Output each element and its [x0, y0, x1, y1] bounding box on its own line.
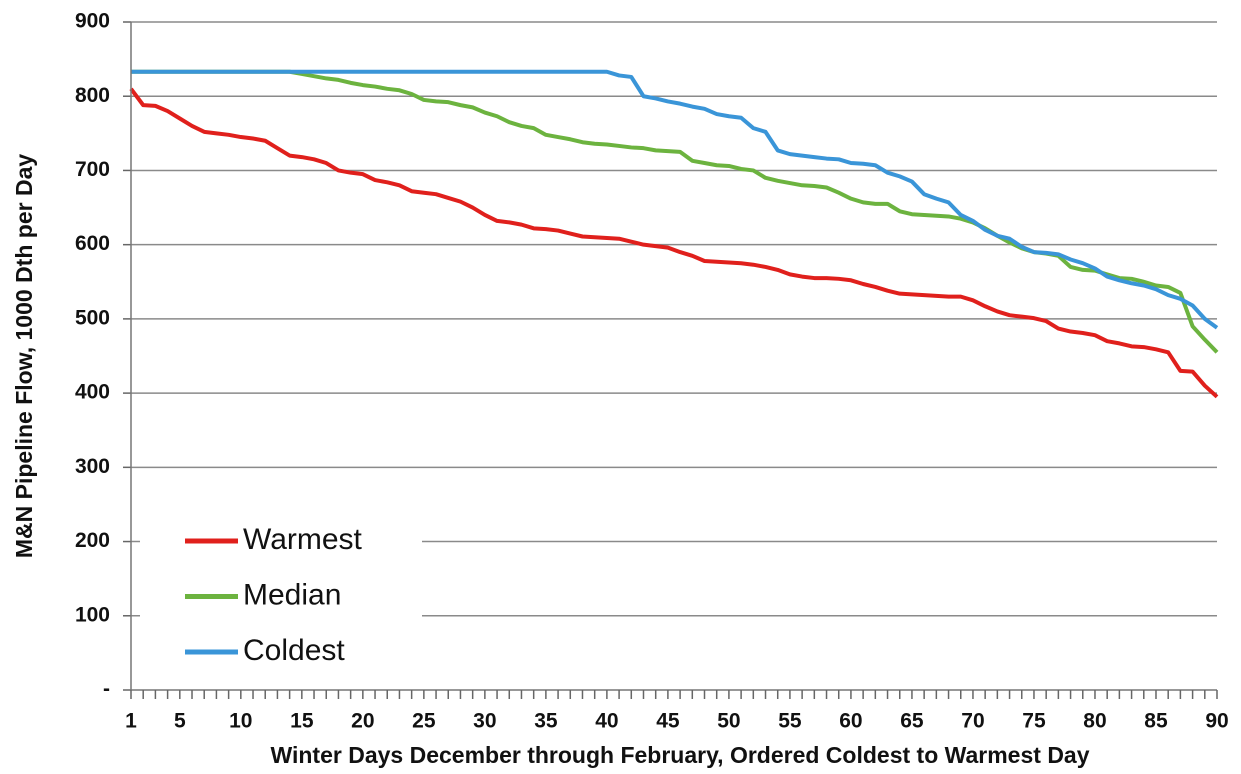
- legend-label: Median: [243, 578, 341, 611]
- x-tick-label: 30: [473, 710, 496, 733]
- y-tick-label: 900: [75, 10, 110, 33]
- y-axis-label: M&N Pipeline Flow, 1000 Dth per Day: [11, 154, 37, 559]
- x-tick-label: 80: [1083, 710, 1106, 733]
- y-tick-label: -: [103, 678, 110, 701]
- x-tick-label: 35: [534, 710, 558, 733]
- x-tick-label: 15: [290, 710, 314, 733]
- x-tick-label: 75: [1022, 710, 1046, 733]
- y-tick-label: 600: [75, 232, 110, 255]
- x-tick-label: 70: [961, 710, 984, 733]
- x-axis-label: Winter Days December through February, O…: [270, 742, 1089, 768]
- plot-lines: [129, 69, 1219, 399]
- x-tick-label: 1: [125, 710, 137, 733]
- x-tick-label: 55: [778, 710, 802, 733]
- x-tick-label: 65: [900, 710, 924, 733]
- legend-label: Coldest: [243, 634, 345, 667]
- x-tick-label: 10: [229, 710, 252, 733]
- y-tick-label: 800: [75, 84, 110, 107]
- x-tick-label: 85: [1144, 710, 1168, 733]
- y-tick-label: 500: [75, 306, 110, 329]
- y-tick-label: 200: [75, 529, 110, 552]
- y-tick-label: 300: [75, 455, 110, 478]
- x-tick-label: 40: [595, 710, 618, 733]
- legend: Warmest Median Coldest: [185, 523, 363, 667]
- legend-label: Warmest: [243, 523, 363, 556]
- x-tick-label: 5: [174, 710, 186, 733]
- x-tick-label: 45: [656, 710, 680, 733]
- y-tick-label: 700: [75, 158, 110, 181]
- x-tick-label: 50: [717, 710, 740, 733]
- series-line: [131, 69, 1219, 354]
- series-line: [129, 87, 1219, 399]
- x-tick-label: 25: [412, 710, 436, 733]
- series-line: [131, 69, 1219, 330]
- y-tick-label: 100: [75, 603, 110, 626]
- y-tick-label: 400: [75, 381, 110, 404]
- x-tick-label: 20: [351, 710, 374, 733]
- x-tick-label: 90: [1205, 710, 1228, 733]
- x-tick-label: 60: [839, 710, 862, 733]
